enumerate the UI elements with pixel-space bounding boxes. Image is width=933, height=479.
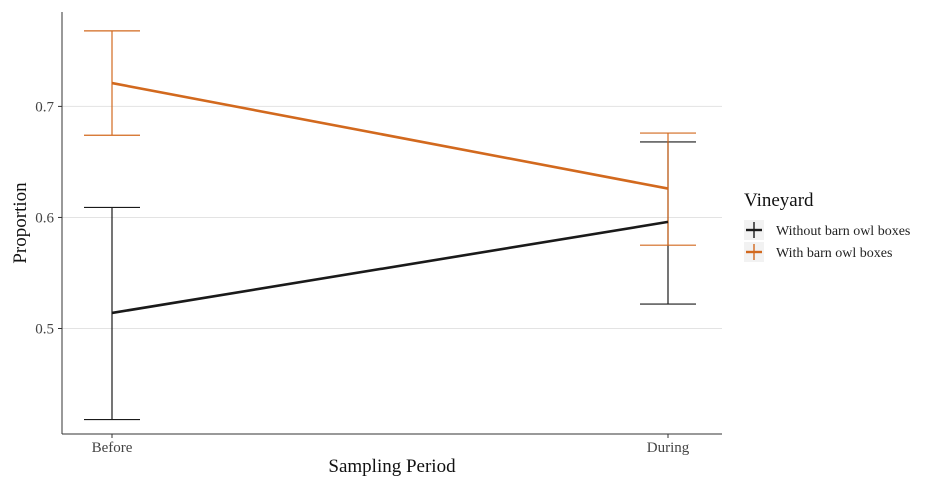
- series-line: [111, 81, 669, 190]
- series-lines: [111, 81, 669, 315]
- legend-items: Without barn owl boxes With barn owl boxe…: [744, 220, 910, 262]
- y-axis-ticks: 0.5 0.6 0.7: [35, 99, 62, 338]
- legend-item: Without barn owl boxes: [744, 220, 910, 240]
- legend-label: Without barn owl boxes: [776, 224, 910, 239]
- legend-item: With barn owl boxes: [744, 242, 892, 262]
- error-bars: [84, 30, 696, 421]
- y-axis-title: Proportion: [10, 182, 31, 264]
- y-tick-label: 0.7: [35, 99, 54, 115]
- x-tick-label: During: [647, 440, 690, 456]
- legend: Vineyard Without barn owl boxes With barn…: [744, 190, 910, 262]
- x-axis-title: Sampling Period: [328, 456, 456, 477]
- legend-label: With barn owl boxes: [776, 246, 892, 261]
- error-bar: [84, 206, 140, 421]
- error-bar: [640, 132, 696, 246]
- legend-title: Vineyard: [744, 190, 814, 211]
- x-tick-label: Before: [92, 440, 133, 456]
- x-axis-ticks: Before During: [92, 434, 690, 456]
- grid-lines: [62, 105, 722, 329]
- y-tick-label: 0.5: [35, 322, 54, 338]
- y-tick-label: 0.6: [35, 210, 54, 226]
- series-line: [111, 220, 669, 315]
